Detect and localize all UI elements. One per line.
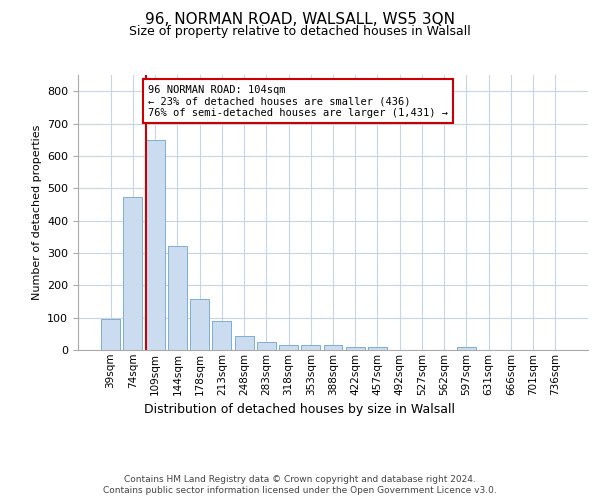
Bar	[257, 342, 276, 350]
Bar	[101, 320, 120, 350]
Text: 96, NORMAN ROAD, WALSALL, WS5 3QN: 96, NORMAN ROAD, WALSALL, WS5 3QN	[145, 12, 455, 28]
Y-axis label: Number of detached properties: Number of detached properties	[32, 125, 41, 300]
Text: Distribution of detached houses by size in Walsall: Distribution of detached houses by size …	[145, 402, 455, 415]
Bar	[124, 198, 142, 350]
Bar	[235, 336, 254, 350]
Bar	[279, 345, 298, 350]
Bar	[212, 321, 231, 350]
Bar	[168, 246, 187, 350]
Bar	[346, 347, 365, 350]
Text: 96 NORMAN ROAD: 104sqm
← 23% of detached houses are smaller (436)
76% of semi-de: 96 NORMAN ROAD: 104sqm ← 23% of detached…	[148, 84, 448, 118]
Text: Size of property relative to detached houses in Walsall: Size of property relative to detached ho…	[129, 25, 471, 38]
Bar	[368, 348, 387, 350]
Text: Contains HM Land Registry data © Crown copyright and database right 2024.: Contains HM Land Registry data © Crown c…	[124, 475, 476, 484]
Bar	[323, 345, 343, 350]
Bar	[301, 345, 320, 350]
Bar	[457, 348, 476, 350]
Text: Contains public sector information licensed under the Open Government Licence v3: Contains public sector information licen…	[103, 486, 497, 495]
Bar	[190, 299, 209, 350]
Bar	[146, 140, 164, 350]
